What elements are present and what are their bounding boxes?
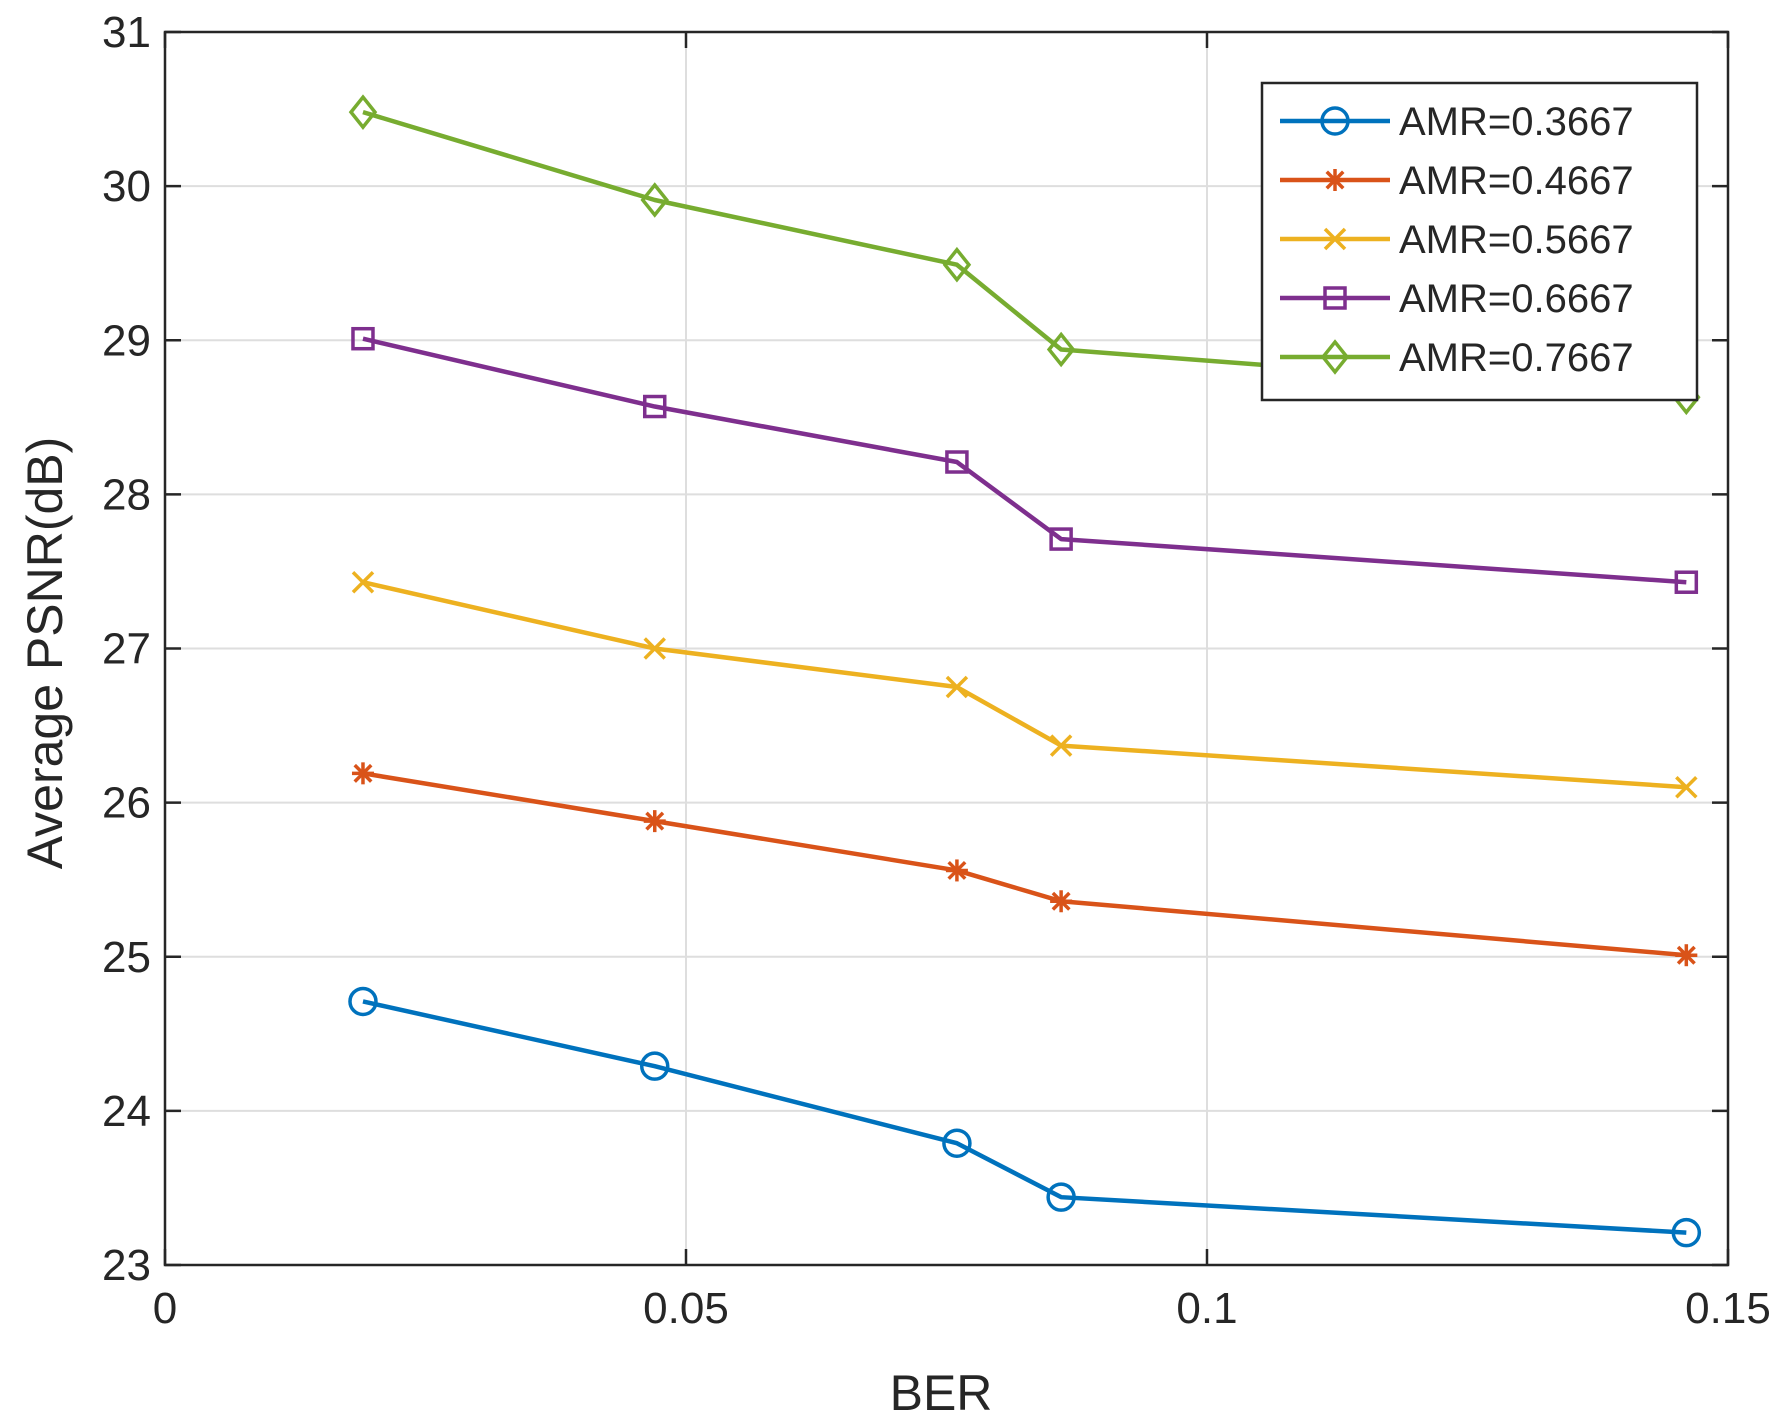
data-point (351, 762, 374, 785)
y-tick-label: 26 (102, 779, 151, 828)
legend-marker (1323, 227, 1347, 251)
series-AMR=0.6667 (351, 326, 1699, 594)
x-marker-stroke (1049, 734, 1073, 757)
series-line (362, 999, 1687, 1235)
data-point (1671, 1217, 1702, 1248)
data-point (642, 394, 667, 419)
data-point (643, 637, 666, 660)
legend-marker (1320, 339, 1350, 375)
x-marker-stroke (1323, 227, 1347, 251)
x-axis-label: BER (890, 1365, 993, 1419)
legend-marker (1320, 106, 1350, 136)
axes (163, 30, 1730, 1267)
legend-label: AMR=0.7667 (1399, 336, 1634, 380)
series-line (362, 336, 1687, 585)
data-point (1674, 570, 1699, 594)
y-tick-label: 30 (102, 162, 151, 211)
data-point (1675, 775, 1698, 799)
legend: AMR=0.3667 AMR=0.4667 AMR=0.5667 AMR=0.6667… (1260, 81, 1699, 402)
legend-label: AMR=0.6667 (1399, 277, 1634, 321)
data-point (942, 1128, 972, 1158)
y-axis-label: Average PSNR(dB) (17, 437, 73, 870)
x-tick-label: 0.15 (1685, 1284, 1771, 1333)
data-point (945, 675, 969, 699)
data-point (1049, 527, 1073, 551)
x-marker-stroke (351, 570, 375, 594)
data-point (1046, 331, 1076, 368)
asterisk-marker-stroke (1325, 170, 1345, 190)
legend-item: AMR=0.3667 (1280, 100, 1634, 144)
data-point (1050, 890, 1073, 913)
data-point (351, 326, 375, 351)
y-tick-label: 31 (102, 8, 151, 57)
x-marker-stroke (1675, 775, 1698, 799)
y-tick-label: 29 (102, 316, 151, 365)
legend-item: AMR=0.6667 (1280, 277, 1634, 321)
x-marker-stroke (945, 675, 969, 699)
y-tick-label: 27 (102, 625, 151, 674)
data-point (643, 810, 666, 833)
data-point (640, 182, 669, 218)
asterisk-marker-stroke (353, 763, 373, 783)
data-point (639, 1051, 670, 1081)
legend-item: AMR=0.5667 (1280, 218, 1634, 262)
series-AMR=0.4667 (351, 762, 1698, 967)
series-AMR=0.5667 (351, 570, 1698, 799)
series-AMR=0.3667 (348, 986, 1702, 1248)
legend-item: AMR=0.4667 (1280, 159, 1634, 203)
legend-marker (1324, 169, 1346, 191)
legend-item: AMR=0.7667 (1280, 336, 1634, 380)
tick-labels: 0 0.05 0.1 0.15 23 24 25 26 27 28 29 30 31 (102, 8, 1771, 1333)
legend-marker (1323, 286, 1347, 310)
legend-label: AMR=0.5667 (1399, 218, 1634, 262)
data-point (945, 450, 969, 474)
y-tick-label: 28 (102, 470, 151, 519)
data-point (1049, 734, 1073, 757)
data-point (942, 246, 972, 283)
asterisk-marker-stroke (645, 811, 665, 831)
y-tick-label: 23 (102, 1241, 151, 1290)
y-tick-label: 24 (102, 1087, 151, 1136)
asterisk-marker-stroke (1051, 891, 1071, 911)
data-point (348, 986, 378, 1017)
legend-label: AMR=0.3667 (1399, 100, 1634, 144)
data-point (351, 570, 375, 594)
x-tick-label: 0.05 (643, 1284, 729, 1333)
data-point (1046, 1182, 1076, 1212)
asterisk-marker-stroke (1676, 945, 1696, 965)
data-point (945, 859, 968, 882)
data-point (348, 94, 378, 130)
asterisk-marker-stroke (947, 860, 967, 880)
data-point (1675, 944, 1698, 967)
x-tick-label: 0 (153, 1284, 177, 1333)
y-tick-label: 25 (102, 933, 151, 982)
x-marker-stroke (643, 637, 666, 660)
legend-label: AMR=0.4667 (1399, 159, 1634, 203)
x-tick-label: 0.1 (1176, 1284, 1237, 1333)
